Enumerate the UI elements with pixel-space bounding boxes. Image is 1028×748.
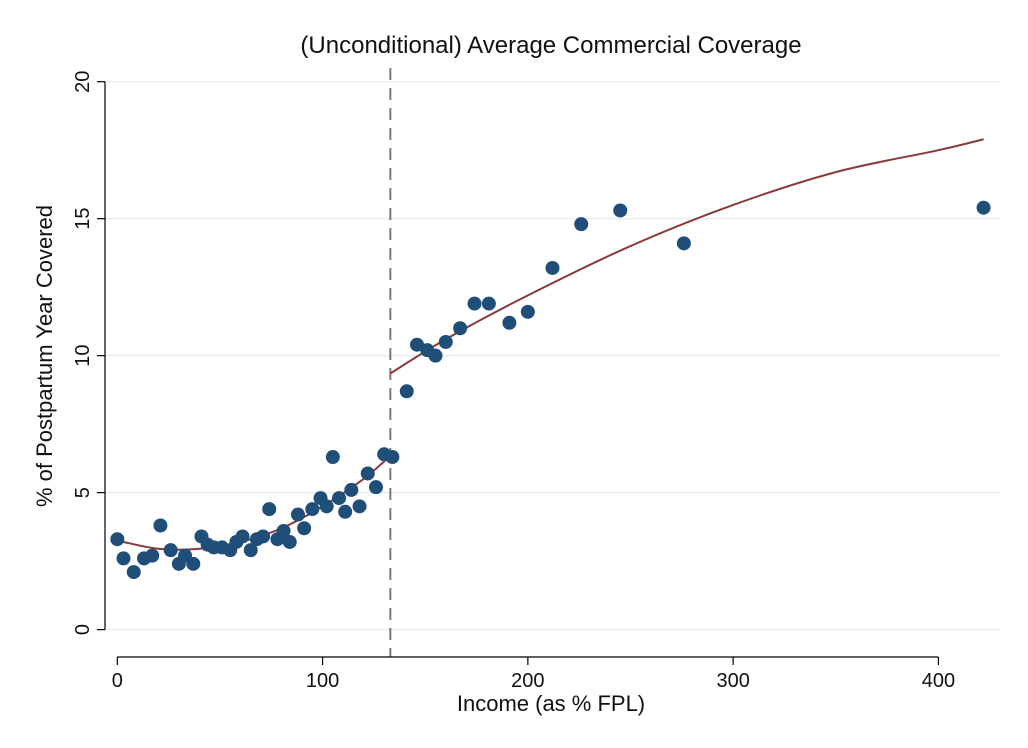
y-tick-label: 0	[72, 624, 94, 635]
data-point	[428, 348, 443, 363]
data-point	[399, 384, 414, 399]
data-point	[116, 551, 131, 566]
data-point	[502, 315, 517, 330]
data-point	[153, 518, 168, 533]
data-point	[453, 321, 468, 336]
grid-lines	[105, 80, 1000, 631]
data-points	[110, 200, 991, 580]
data-point	[305, 502, 320, 517]
data-point	[410, 337, 425, 352]
data-point	[332, 491, 347, 506]
data-point	[235, 529, 250, 544]
data-point	[290, 507, 305, 522]
data-point	[481, 296, 496, 311]
y-tick-label: 5	[72, 487, 94, 498]
data-point	[360, 466, 375, 481]
data-point	[256, 529, 271, 544]
data-point	[145, 548, 160, 563]
data-point	[438, 334, 453, 349]
data-point	[467, 296, 482, 311]
data-point	[163, 543, 178, 558]
data-point	[262, 502, 277, 517]
data-point	[186, 556, 201, 571]
data-point	[126, 565, 141, 580]
data-point	[574, 217, 589, 232]
data-point	[676, 236, 691, 251]
x-tick-label: 200	[511, 670, 544, 692]
x-tick-label: 400	[922, 670, 955, 692]
data-point	[276, 523, 291, 538]
data-point	[520, 304, 535, 319]
x-tick-label: 100	[306, 670, 339, 692]
data-point	[338, 504, 353, 519]
data-point	[297, 521, 312, 536]
data-point	[352, 499, 367, 514]
chart-title: (Unconditional) Average Commercial Cover…	[300, 32, 801, 59]
x-tick-label: 0	[112, 670, 123, 692]
data-point	[325, 450, 340, 465]
data-point	[385, 450, 400, 465]
y-tick-label: 20	[72, 71, 94, 93]
data-point	[110, 532, 125, 547]
y-tick-label: 15	[72, 208, 94, 230]
data-point	[368, 480, 383, 495]
data-point	[976, 200, 991, 215]
data-point	[344, 482, 359, 497]
x-tick-label: 300	[716, 670, 749, 692]
y-axis-label: % of Postpartum Year Covered	[32, 205, 57, 507]
y-tick-label: 10	[72, 345, 94, 367]
x-axis-label: Income (as % FPL)	[457, 691, 645, 716]
data-point	[613, 203, 628, 218]
data-point	[243, 543, 258, 558]
data-point	[545, 260, 560, 275]
data-point	[282, 534, 297, 549]
data-point	[319, 499, 334, 514]
